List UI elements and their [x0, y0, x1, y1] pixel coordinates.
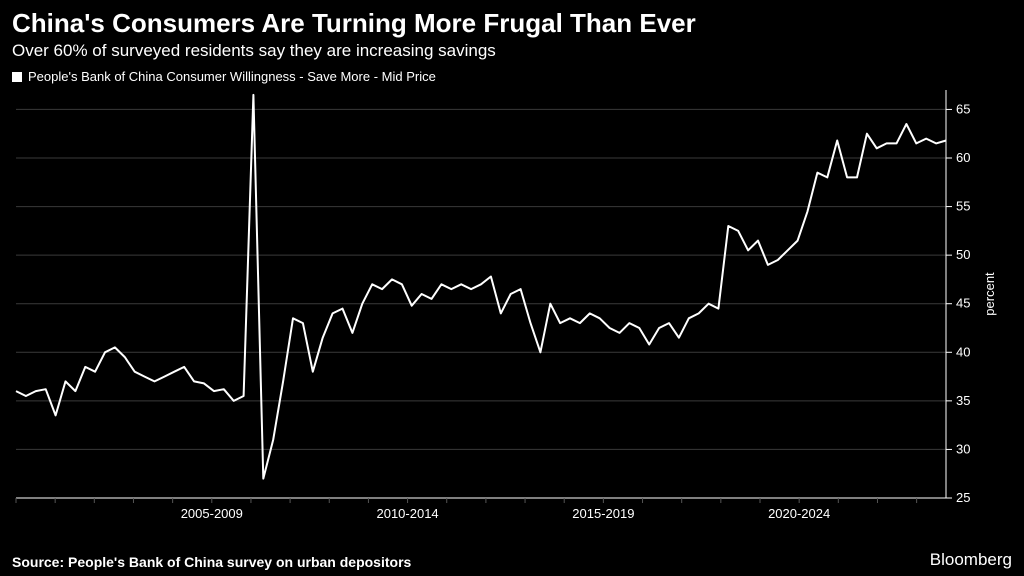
source-text: Source: People's Bank of China survey on… — [12, 554, 411, 570]
svg-text:40: 40 — [956, 344, 970, 359]
svg-text:2010-2014: 2010-2014 — [376, 506, 438, 521]
svg-text:60: 60 — [956, 150, 970, 165]
line-chart: 25 30 35 40 45 50 55 60 65 percent 2005-2009 2010-2… — [12, 90, 1012, 530]
legend-marker-icon — [12, 72, 22, 82]
svg-text:65: 65 — [956, 101, 970, 116]
footer: Source: People's Bank of China survey on… — [12, 550, 1012, 570]
svg-text:45: 45 — [956, 296, 970, 311]
svg-text:2020-2024: 2020-2024 — [768, 506, 830, 521]
svg-text:50: 50 — [956, 247, 970, 262]
svg-text:percent: percent — [982, 272, 997, 316]
svg-text:2015-2019: 2015-2019 — [572, 506, 634, 521]
chart-subtitle: Over 60% of surveyed residents say they … — [0, 41, 1024, 67]
svg-text:2005-2009: 2005-2009 — [181, 506, 243, 521]
brand-label: Bloomberg — [930, 550, 1012, 570]
chart-title: China's Consumers Are Turning More Fruga… — [0, 0, 1024, 41]
chart-area: 25 30 35 40 45 50 55 60 65 percent 2005-2009 2010-2… — [12, 90, 1012, 530]
legend-label: People's Bank of China Consumer Willingn… — [28, 69, 436, 84]
svg-text:55: 55 — [956, 199, 970, 214]
svg-text:35: 35 — [956, 393, 970, 408]
svg-text:30: 30 — [956, 441, 970, 456]
svg-text:25: 25 — [956, 490, 970, 505]
legend: People's Bank of China Consumer Willingn… — [0, 67, 1024, 90]
